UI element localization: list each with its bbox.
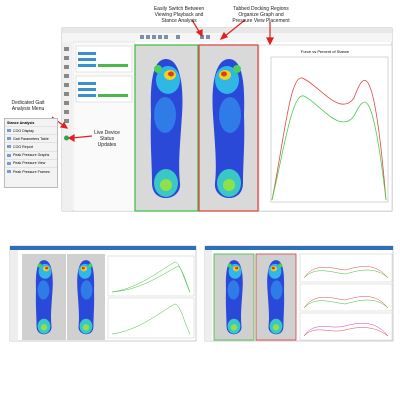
stance-menu: Stance Analysis COG Display Gait Paramete…	[4, 118, 58, 188]
menu-item[interactable]: Peak Pressure View	[5, 158, 57, 167]
menu-item[interactable]: COG Report	[5, 142, 57, 150]
title-bar	[62, 28, 392, 33]
menu-item[interactable]: Peak Pressure Frames	[5, 166, 57, 175]
menu-item[interactable]: COG Display	[5, 126, 57, 134]
graph-panel	[258, 44, 393, 212]
annotation: Easily Switch Between Viewing Playback a…	[153, 6, 205, 24]
menu-title: Stance Analysis	[7, 121, 35, 125]
status-dot	[64, 135, 69, 141]
annotation: Tabbed Docking Regions Organize Graph an…	[232, 6, 290, 24]
red-curve	[271, 77, 387, 201]
graph-title: Force vs Percent of Stance	[301, 49, 350, 54]
icon-bar	[62, 42, 72, 211]
annotation: Dedicated Gait Analysis Menu	[11, 100, 45, 112]
menu-item[interactable]: Peak Pressure Graphs	[5, 150, 57, 159]
menu-item[interactable]: Gait Parameters Table	[5, 134, 57, 142]
green-curve	[271, 95, 387, 201]
annotation: Live Device Status Updates	[94, 130, 120, 148]
